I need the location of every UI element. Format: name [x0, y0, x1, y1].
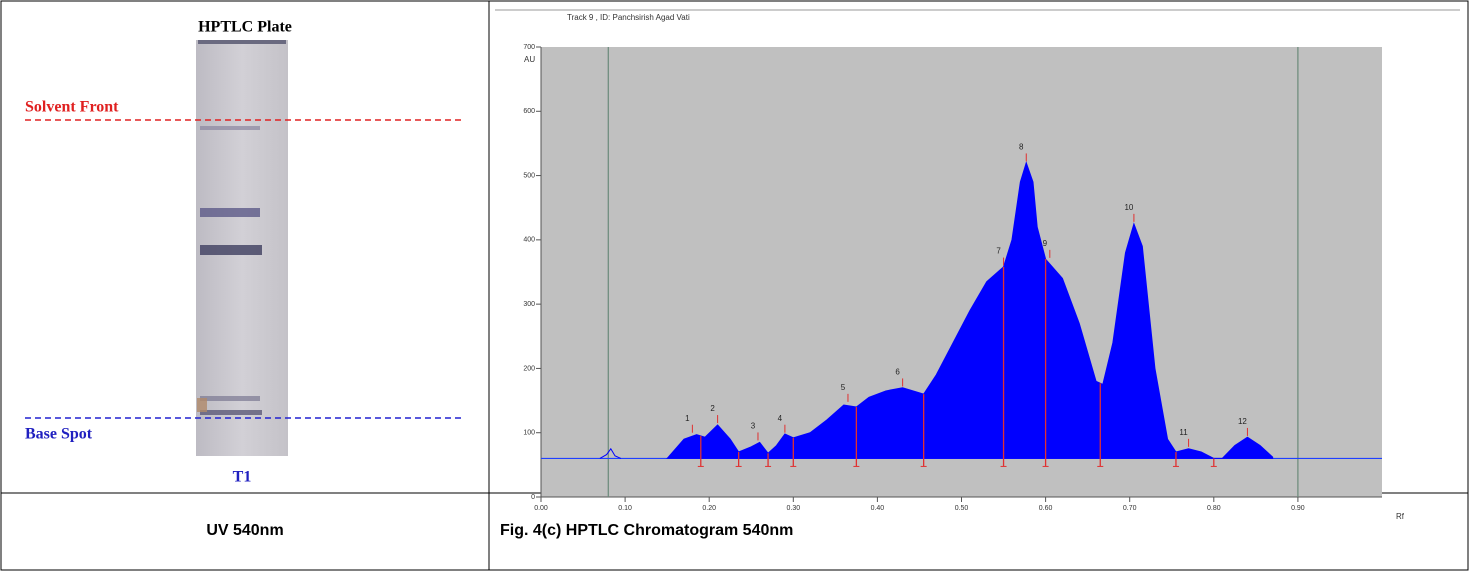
peak-label: 1 [685, 414, 690, 423]
x-tick-label: 0.30 [786, 505, 800, 512]
x-tick-label: 0.20 [702, 505, 716, 512]
caption: Fig. 4(c) HPTLC Chromatogram 540nm [500, 522, 793, 539]
spot [197, 398, 207, 412]
band [200, 396, 260, 401]
x-tick-label: 0.00 [534, 505, 548, 512]
peak-label: 11 [1179, 428, 1188, 437]
band [200, 410, 262, 415]
peak-label: 9 [1043, 239, 1048, 248]
peak-label: 12 [1238, 417, 1247, 426]
chromatogram-line [599, 447, 622, 459]
peak-label: 10 [1124, 203, 1133, 212]
y-tick-label: 300 [523, 301, 535, 308]
peak-label: 7 [996, 247, 1001, 256]
peak-label: 5 [841, 383, 846, 392]
plate-title: HPTLC Plate [198, 19, 292, 36]
track-label: T1 [233, 469, 252, 486]
x-axis-label: Rf [1396, 512, 1405, 521]
peak-label: 3 [751, 422, 756, 431]
y-tick-label: 600 [523, 108, 535, 115]
y-axis-label: AU [524, 55, 535, 64]
chart-title: Track 9 , ID: Panchsirish Agad Vati [567, 13, 690, 22]
y-tick-label: 500 [523, 172, 535, 179]
x-tick-label: 0.10 [618, 505, 632, 512]
y-tick-label: 0 [531, 494, 535, 501]
chromatogram-area [666, 161, 1274, 459]
x-tick-label: 0.80 [1207, 505, 1221, 512]
solvent-front-label: Solvent Front [25, 99, 119, 116]
band [200, 245, 262, 255]
x-tick-label: 0.40 [871, 505, 885, 512]
plate: HPTLC Plate Solvent Front Base Spot T1 [25, 19, 462, 486]
x-tick-label: 0.90 [1291, 505, 1305, 512]
x-tick-label: 0.60 [1039, 505, 1053, 512]
y-tick-label: 100 [523, 430, 535, 437]
y-tick-label: 200 [523, 365, 535, 372]
y-tick-label: 700 [523, 44, 535, 51]
x-tick-label: 0.70 [1123, 505, 1137, 512]
caption: UV 540nm [206, 522, 283, 539]
peak-label: 6 [895, 368, 900, 377]
plate-edge [198, 40, 286, 44]
peak-label: 8 [1019, 143, 1024, 152]
x-tick-label: 0.50 [955, 505, 969, 512]
base-spot-label: Base Spot [25, 426, 93, 443]
peak-label: 2 [710, 404, 715, 413]
peak-label: 4 [778, 414, 783, 423]
band [200, 126, 260, 130]
y-tick-label: 400 [523, 237, 535, 244]
band [200, 208, 260, 217]
